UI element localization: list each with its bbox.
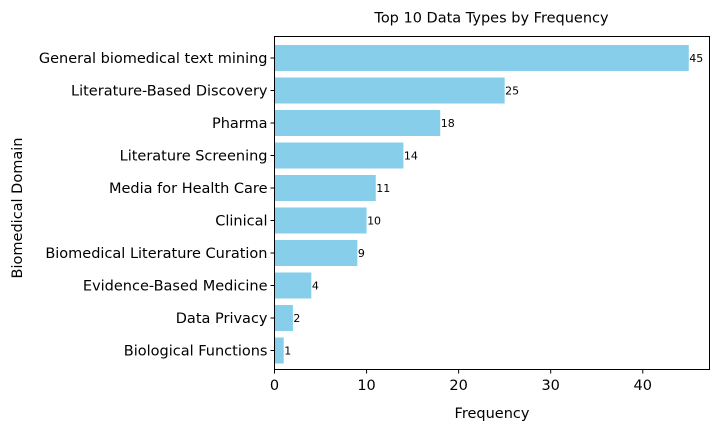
data-label: 25 bbox=[505, 85, 519, 98]
data-label: 45 bbox=[689, 52, 703, 65]
data-label: 9 bbox=[358, 247, 365, 260]
bar bbox=[274, 240, 358, 266]
bar bbox=[274, 175, 376, 201]
bar bbox=[274, 142, 404, 169]
x-tick-label: 20 bbox=[449, 378, 467, 394]
y-tick-label: Data Privacy bbox=[176, 311, 268, 327]
chart-title: Top 10 Data Types by Frequency bbox=[373, 11, 609, 27]
x-ticks: 0 10 20 30 40 bbox=[270, 369, 652, 394]
data-label: 11 bbox=[376, 182, 390, 195]
data-label: 18 bbox=[441, 117, 455, 130]
y-tick-label: Media for Health Care bbox=[109, 181, 268, 197]
bar bbox=[274, 337, 284, 364]
x-tick-label: 10 bbox=[357, 378, 375, 394]
y-tick-label: Clinical bbox=[215, 214, 267, 230]
y-axis-label: Biomedical Domain bbox=[10, 138, 26, 279]
data-label: 2 bbox=[293, 312, 300, 325]
x-axis-label: Frequency bbox=[455, 406, 530, 422]
y-tick-label: Pharma bbox=[212, 116, 268, 132]
y-tick-label: Biological Functions bbox=[124, 344, 268, 360]
y-tick-label: General biomedical text mining bbox=[39, 51, 268, 67]
bar bbox=[274, 110, 441, 136]
bar bbox=[274, 272, 312, 299]
bar bbox=[274, 207, 367, 234]
x-tick-label: 0 bbox=[270, 378, 279, 394]
x-tick-label: 40 bbox=[634, 378, 652, 394]
bar bbox=[274, 305, 293, 331]
data-label: 4 bbox=[312, 280, 319, 293]
y-tick-labels: General biomedical text mining Literature… bbox=[39, 51, 275, 360]
value-labels: 45 25 18 14 11 10 9 4 2 1 bbox=[284, 52, 703, 358]
bar bbox=[274, 77, 505, 104]
y-tick-label: Literature Screening bbox=[120, 149, 268, 165]
bar bbox=[274, 45, 689, 71]
plot-frame bbox=[274, 36, 710, 370]
y-tick-label: Biomedical Literature Curation bbox=[45, 246, 267, 262]
x-tick-label: 30 bbox=[541, 378, 559, 394]
data-label: 14 bbox=[404, 150, 418, 163]
y-tick-label: Evidence-Based Medicine bbox=[83, 279, 268, 295]
bars-group bbox=[274, 45, 689, 364]
y-tick-label: Literature-Based Discovery bbox=[71, 84, 268, 100]
data-label: 10 bbox=[367, 215, 381, 228]
data-label: 1 bbox=[284, 345, 291, 358]
